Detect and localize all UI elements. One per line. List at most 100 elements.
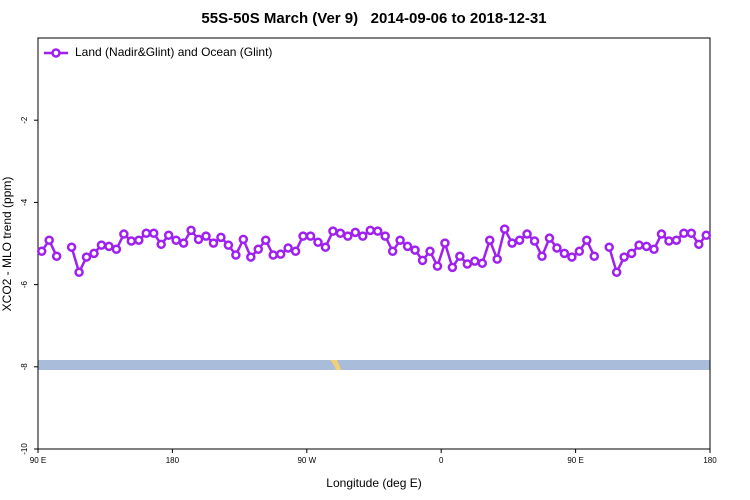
point bbox=[387, 246, 398, 257]
point bbox=[514, 235, 525, 245]
point bbox=[126, 236, 137, 246]
point bbox=[529, 236, 540, 246]
point bbox=[178, 238, 189, 248]
point bbox=[141, 228, 152, 238]
point bbox=[664, 236, 674, 246]
point bbox=[81, 252, 92, 262]
point bbox=[425, 246, 435, 257]
point bbox=[447, 262, 458, 273]
point bbox=[260, 235, 271, 245]
land-patch bbox=[330, 360, 341, 370]
y-tick-label: -6 bbox=[20, 280, 29, 288]
x-tick-label: 90 E bbox=[30, 456, 46, 465]
point bbox=[119, 229, 129, 239]
point bbox=[358, 231, 368, 241]
point bbox=[208, 238, 219, 248]
point bbox=[89, 248, 99, 259]
point bbox=[238, 234, 249, 245]
point bbox=[216, 232, 226, 243]
point bbox=[275, 249, 286, 259]
point bbox=[365, 225, 376, 236]
point bbox=[484, 235, 495, 245]
point bbox=[186, 225, 196, 236]
point bbox=[544, 233, 555, 243]
point bbox=[671, 235, 682, 245]
point bbox=[492, 254, 502, 264]
point bbox=[701, 230, 712, 241]
point bbox=[604, 242, 614, 252]
point bbox=[641, 241, 652, 252]
point bbox=[111, 244, 122, 255]
point bbox=[44, 235, 54, 245]
point bbox=[626, 248, 637, 259]
point bbox=[462, 259, 473, 269]
point bbox=[694, 239, 704, 250]
point bbox=[582, 235, 592, 245]
point bbox=[163, 230, 174, 241]
point bbox=[574, 246, 585, 257]
point bbox=[522, 229, 532, 239]
land-band bbox=[38, 360, 710, 370]
point bbox=[679, 228, 689, 238]
point bbox=[432, 261, 443, 271]
point bbox=[246, 252, 256, 262]
x-tick-label: 180 bbox=[703, 456, 717, 465]
point bbox=[268, 250, 278, 260]
point bbox=[148, 228, 159, 238]
point bbox=[470, 256, 480, 266]
point bbox=[380, 231, 390, 241]
point bbox=[74, 267, 84, 278]
point bbox=[201, 231, 211, 241]
point bbox=[253, 244, 264, 255]
point bbox=[537, 251, 547, 261]
legend-label: Land (Nadir&Glint) and Ocean (Glint) bbox=[75, 45, 272, 59]
x-tick-label: 90 E bbox=[567, 456, 583, 465]
x-tick-label: 0 bbox=[439, 456, 444, 465]
point bbox=[350, 227, 361, 238]
point bbox=[298, 231, 308, 241]
point bbox=[283, 243, 293, 253]
point bbox=[372, 226, 383, 236]
point bbox=[320, 242, 331, 252]
point bbox=[313, 237, 323, 248]
point bbox=[440, 238, 450, 248]
point bbox=[402, 241, 413, 252]
y-axis-label: XCO2 - MLO trend (ppm) bbox=[0, 177, 14, 312]
point bbox=[649, 244, 659, 255]
point bbox=[290, 246, 301, 257]
point bbox=[343, 231, 353, 241]
point bbox=[656, 229, 667, 239]
point bbox=[66, 242, 77, 252]
chart-title: 55S-50S March (Ver 9) 2014-09-06 to 2018… bbox=[201, 10, 546, 27]
point bbox=[171, 235, 181, 245]
point bbox=[305, 231, 316, 241]
point bbox=[134, 235, 144, 245]
point bbox=[552, 243, 562, 253]
point bbox=[96, 240, 107, 250]
x-axis-label: Longitude (deg E) bbox=[326, 476, 421, 490]
plot-frame bbox=[37, 37, 711, 450]
point bbox=[328, 226, 338, 236]
point bbox=[499, 224, 510, 234]
x-tick-label: 90 W bbox=[297, 456, 316, 465]
y-tick-label: -4 bbox=[20, 198, 29, 206]
x-tick-label: 180 bbox=[166, 456, 180, 465]
point bbox=[395, 235, 405, 245]
point bbox=[231, 250, 241, 260]
point bbox=[611, 267, 622, 278]
point bbox=[417, 255, 428, 266]
point bbox=[51, 251, 62, 261]
y-tick-label: -10 bbox=[20, 443, 29, 455]
y-tick-label: -8 bbox=[20, 363, 29, 371]
legend-marker bbox=[51, 48, 61, 58]
point bbox=[156, 239, 166, 250]
point bbox=[559, 248, 570, 259]
point bbox=[619, 252, 629, 262]
point bbox=[223, 240, 234, 250]
point bbox=[507, 238, 517, 248]
point bbox=[634, 240, 644, 250]
point bbox=[567, 252, 577, 262]
point bbox=[36, 246, 47, 257]
point bbox=[686, 228, 697, 238]
